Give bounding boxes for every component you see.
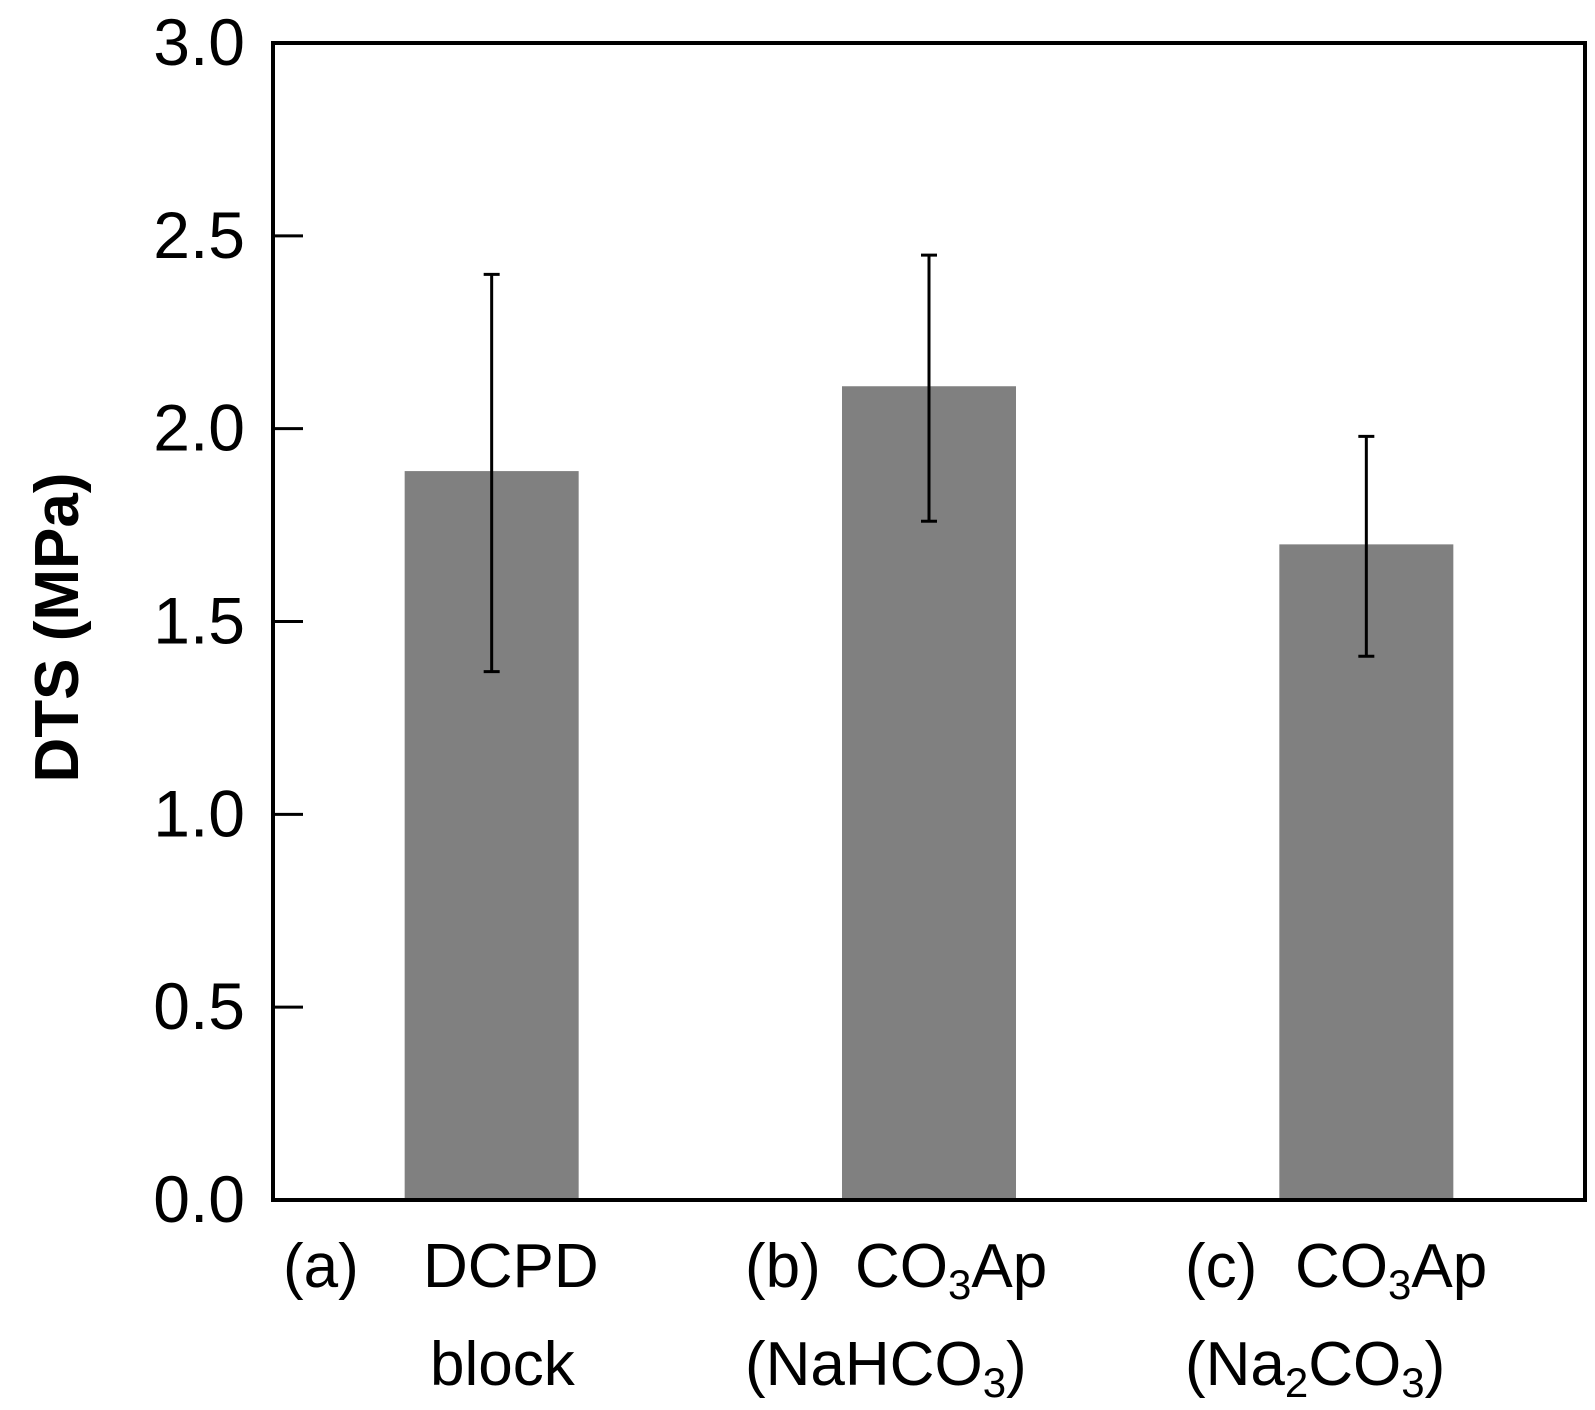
error-bar xyxy=(921,253,937,523)
subscript: 3 xyxy=(983,1359,1006,1406)
label-segment: CO xyxy=(1295,1232,1388,1301)
category-label: (c) CO3Ap(Na2CO3) xyxy=(1185,1232,1487,1406)
label-segment: block xyxy=(430,1330,576,1399)
label-segment: DCPD xyxy=(423,1232,599,1301)
label-segment: Ap xyxy=(1411,1232,1487,1301)
y-axis-title: DTS (MPa) xyxy=(23,473,92,783)
label-segment: ) xyxy=(1425,1330,1446,1399)
category-label-line2: block xyxy=(430,1330,576,1399)
label-segment: ) xyxy=(1006,1330,1027,1399)
category-label-line2: (NaHCO3) xyxy=(745,1330,1027,1406)
label-segment: (Na xyxy=(1185,1330,1285,1399)
subscript: 3 xyxy=(948,1261,971,1308)
category-label-line1: CO3Ap xyxy=(1295,1232,1487,1308)
error-bar xyxy=(1358,434,1375,658)
category-marker: (b) xyxy=(745,1232,821,1301)
category-label: (b) CO3Ap(NaHCO3) xyxy=(745,1232,1047,1406)
category-marker: (a) xyxy=(283,1232,359,1301)
y-tick-label: 1.5 xyxy=(153,584,245,658)
subscript: 3 xyxy=(1401,1359,1424,1406)
error-bar xyxy=(483,272,500,674)
y-tick-label: 1.0 xyxy=(153,776,245,850)
y-tick-label: 2.0 xyxy=(153,391,245,465)
category-label-line1: DCPD xyxy=(423,1232,599,1301)
label-segment: (NaHCO xyxy=(745,1330,983,1399)
category-label-line2: (Na2CO3) xyxy=(1185,1330,1445,1406)
subscript: 2 xyxy=(1285,1359,1308,1406)
y-tick-label: 3.0 xyxy=(153,5,245,79)
error-bars-layer xyxy=(483,253,1375,674)
category-label: (a) DCPD block xyxy=(283,1232,599,1399)
y-ticks-layer: 0.0 0.5 1.0 1.5 2.0 2.5 3.0 xyxy=(153,5,303,1236)
category-marker: (c) xyxy=(1185,1232,1257,1301)
label-segment: CO xyxy=(855,1232,948,1301)
category-label-line1: CO3Ap xyxy=(855,1232,1047,1308)
y-tick-label: 2.5 xyxy=(153,198,245,272)
subscript: 3 xyxy=(1388,1261,1411,1308)
label-segment: CO xyxy=(1308,1330,1401,1399)
y-tick-label: 0.0 xyxy=(153,1162,245,1236)
label-segment: Ap xyxy=(971,1232,1047,1301)
y-tick-label: 0.5 xyxy=(153,969,245,1043)
